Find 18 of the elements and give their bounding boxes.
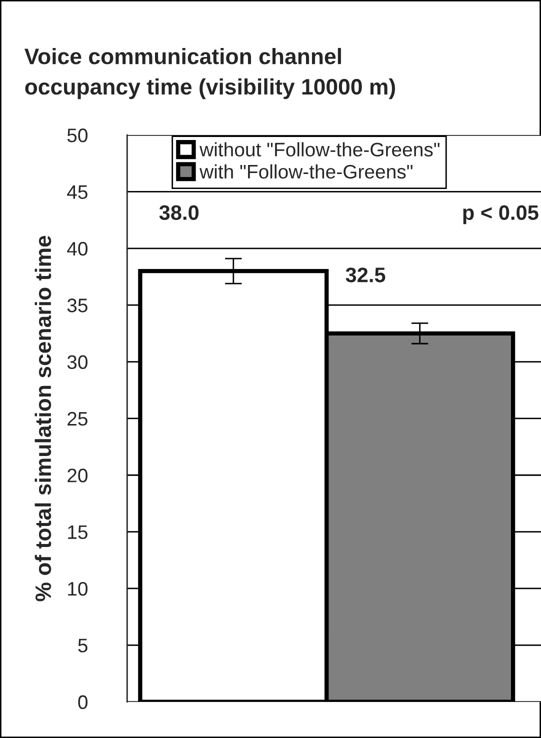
legend-label: without "Follow-the-Greens" xyxy=(200,142,440,156)
y-tick-label: 45 xyxy=(67,185,88,199)
annotation: p < 0.05 xyxy=(463,205,538,224)
y-axis-title: % of total simulation scenario time xyxy=(34,236,52,602)
legend-label: with "Follow-the-Greens" xyxy=(200,164,412,179)
y-tick-label: 5 xyxy=(78,638,88,652)
y-tick-label: 20 xyxy=(68,468,88,482)
data-label: 38.0 xyxy=(159,205,199,220)
y-tick-label: 35 xyxy=(67,298,88,312)
y-tick-label: 10 xyxy=(68,582,88,596)
y-tick-label: 30 xyxy=(67,355,88,370)
y-tick-label: 25 xyxy=(68,412,88,426)
data-label: 32.5 xyxy=(346,268,386,282)
chart-title: Voice communication channel occupancy time (visibility 10000 m) xyxy=(24,48,395,100)
y-tick-label: 15 xyxy=(68,525,88,540)
y-tick-label: 40 xyxy=(67,242,88,256)
y-tick-label: 50 xyxy=(67,128,88,142)
y-tick-label: 0 xyxy=(78,695,88,710)
